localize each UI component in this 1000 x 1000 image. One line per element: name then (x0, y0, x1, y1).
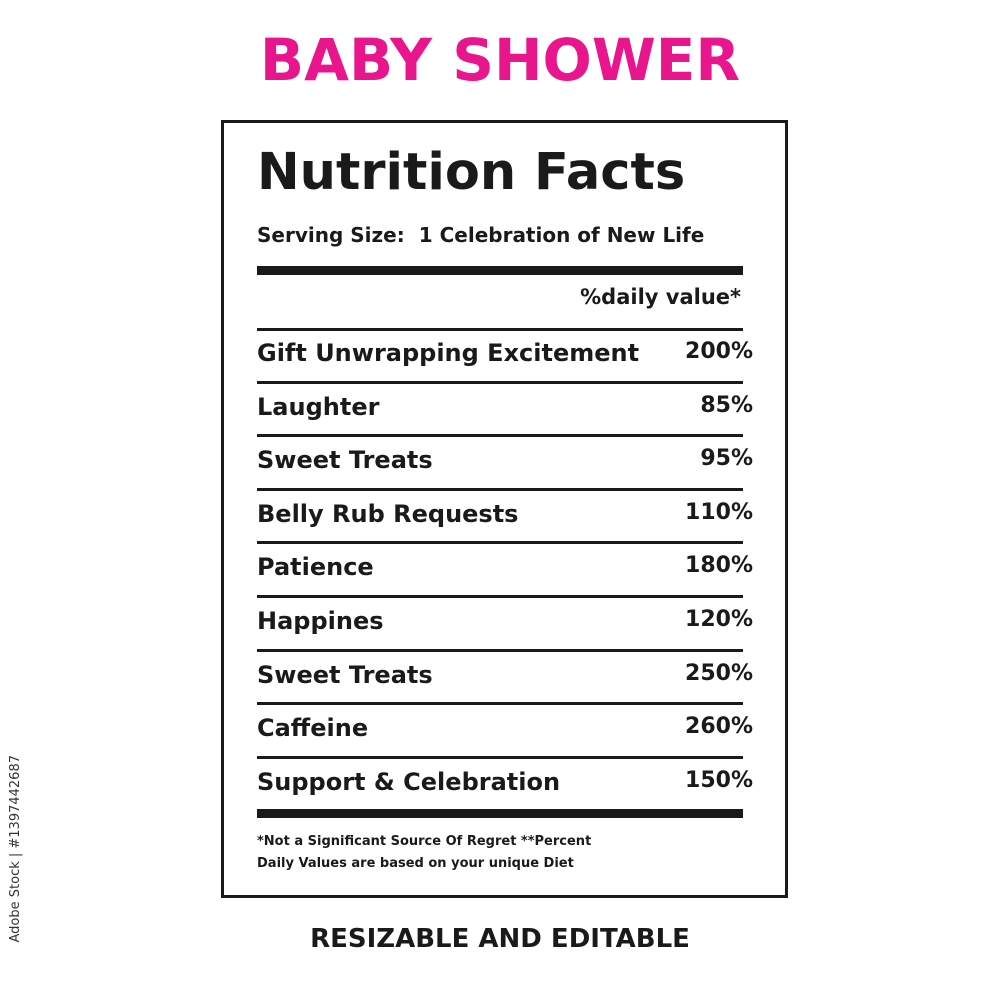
nutrient-percent: 110% (685, 499, 753, 525)
divider (257, 380, 743, 384)
divider (257, 487, 743, 491)
nutrient-name: Sweet Treats (257, 446, 433, 475)
nutrient-row: Belly Rub Requests 110% (257, 490, 753, 541)
nutrient-row: Happines 120% (257, 597, 753, 648)
nutrition-label: Nutrition Facts Serving Size: 1 Celebrati… (221, 120, 788, 898)
nutrient-row: Support & Celebration 150% (257, 758, 753, 809)
nutrient-percent: 200% (685, 339, 753, 364)
nutrient-row: Laughter 85% (257, 383, 753, 434)
divider (257, 702, 743, 706)
footnote: *Not a Significant Source Of Regret **Pe… (257, 831, 757, 875)
thick-divider-top (257, 266, 743, 275)
nutrient-name: Patience (257, 553, 374, 582)
nutrient-name: Gift Unwrapping Excitement (257, 339, 640, 367)
thick-divider-bottom (257, 809, 743, 818)
footnote-line: Daily Values are based on your unique Di… (257, 856, 574, 871)
divider (257, 755, 743, 759)
nutrient-percent: 150% (685, 767, 753, 793)
nutrient-percent: 120% (685, 607, 753, 632)
nutrient-percent: 180% (685, 553, 753, 579)
nutrient-percent: 260% (685, 714, 753, 740)
serving-size-label: Serving Size: (257, 223, 405, 247)
divider (257, 328, 743, 331)
daily-value-header: %daily value* (580, 285, 741, 309)
nutrient-row: Sweet Treats 250% (257, 651, 753, 702)
nutrient-percent: 85% (700, 392, 753, 418)
nutrient-name: Support & Celebration (257, 767, 561, 796)
divider (257, 434, 743, 438)
headline: BABY SHOWER (259, 26, 741, 94)
nutrient-percent: 95% (700, 446, 753, 472)
nutrient-name: Belly Rub Requests (257, 499, 519, 528)
divider (257, 595, 743, 598)
bottom-caption: RESIZABLE AND EDITABLE (310, 924, 690, 954)
footnote-line: *Not a Significant Source Of Regret **Pe… (257, 834, 592, 849)
nutrient-row: Sweet Treats 95% (257, 436, 753, 487)
nutrient-row: Gift Unwrapping Excitement 200% (257, 329, 753, 380)
divider (257, 541, 743, 545)
nutrient-name: Laughter (257, 392, 380, 421)
serving-size-value: 1 Celebration of New Life (418, 223, 705, 247)
serving-size: Serving Size: 1 Celebration of New Life (257, 223, 704, 247)
nutrient-row: Patience 180% (257, 543, 753, 594)
stock-watermark-id: Adobe Stock | #1397442687 (8, 755, 23, 943)
nutrient-name: Sweet Treats (257, 660, 433, 689)
divider (257, 648, 743, 652)
nutrient-percent: 250% (685, 660, 753, 686)
label-title: Nutrition Facts (257, 143, 686, 202)
nutrient-name: Happines (257, 607, 384, 635)
nutrient-name: Caffeine (257, 714, 369, 743)
nutrient-row: Caffeine 260% (257, 704, 753, 755)
